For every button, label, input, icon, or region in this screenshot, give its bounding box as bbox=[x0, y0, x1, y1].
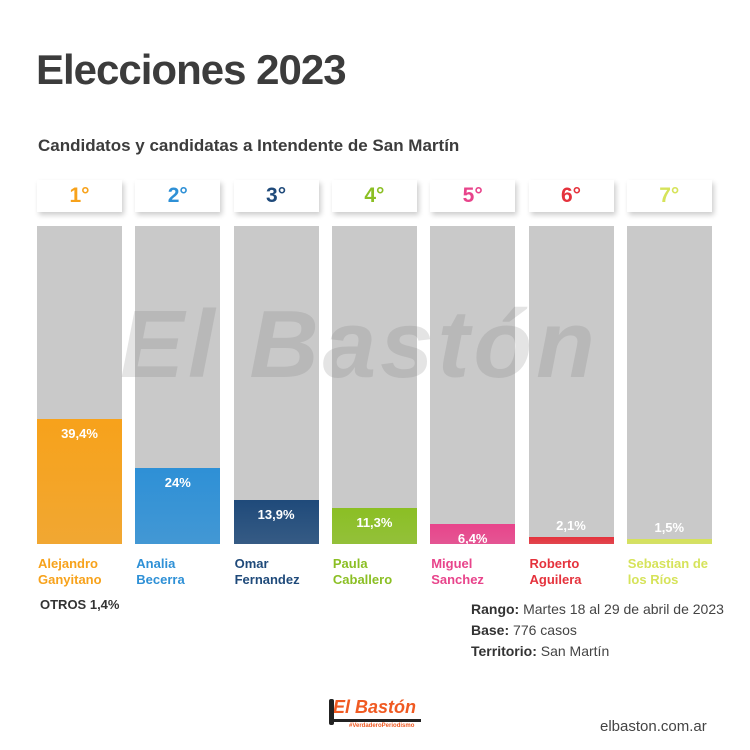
candidate-name-line: Analia bbox=[136, 556, 176, 571]
rank-badge: 2° bbox=[135, 180, 221, 212]
candidate-name: Roberto Aguilera bbox=[530, 556, 625, 588]
rank-badge: 5° bbox=[430, 180, 516, 212]
bar-track bbox=[626, 226, 712, 544]
candidate-name-line: Alejandro bbox=[38, 556, 98, 571]
bar bbox=[135, 467, 221, 544]
candidate-name: Paula Caballero bbox=[333, 556, 428, 588]
page-title: Elecciones 2023 bbox=[36, 46, 347, 93]
info-base: Base: 776 casos bbox=[471, 620, 724, 641]
candidate-name-line: Omar bbox=[234, 556, 269, 571]
info-base-value: 776 casos bbox=[513, 622, 577, 638]
candidate-name-line: los Ríos bbox=[627, 572, 679, 587]
bar-track bbox=[331, 226, 417, 544]
chart-subtitle: Candidatos y candidatas a Intendente de … bbox=[38, 136, 460, 155]
value-label: 11,3% bbox=[356, 515, 393, 531]
info-territorio: Territorio: San Martín bbox=[471, 641, 724, 662]
bar bbox=[430, 523, 516, 544]
candidate-name-line: Paula bbox=[332, 556, 368, 571]
candidate-name-line: Ganyitano bbox=[38, 572, 102, 587]
candidate-name: Alejandro Ganyitano bbox=[38, 556, 133, 588]
candidate-name-line: Sanchez bbox=[431, 572, 484, 587]
bar-track bbox=[135, 226, 221, 544]
rank-badge: 4° bbox=[331, 180, 417, 212]
bar-track bbox=[37, 226, 122, 544]
info-base-label: Base: bbox=[471, 622, 510, 638]
value-label: 24% bbox=[164, 474, 191, 490]
value-label: 39,4% bbox=[61, 425, 98, 441]
info-rango-label: Rango: bbox=[471, 601, 520, 617]
el-baston-logo: El Bastón #VerdaderoPeriodismo bbox=[329, 697, 425, 729]
candidate-name-line: Caballero bbox=[332, 572, 393, 587]
survey-info: Rango: Martes 18 al 29 de abril de 2023 … bbox=[471, 599, 724, 662]
site-url: elbaston.com.ar bbox=[600, 718, 707, 735]
value-label: 1,5% bbox=[654, 520, 685, 536]
value-label: 2,1% bbox=[556, 518, 586, 534]
candidate-name-line: Sebastian de bbox=[627, 556, 708, 571]
otros-label: OTROS 1,4% bbox=[40, 597, 120, 612]
bar-track bbox=[430, 226, 516, 544]
candidate-name-line: Aguilera bbox=[529, 572, 582, 587]
rank-badge: 7° bbox=[626, 180, 712, 212]
bar bbox=[528, 537, 614, 544]
rank-badge: 6° bbox=[528, 180, 614, 212]
logo-underline bbox=[333, 719, 421, 722]
value-label: 13,9% bbox=[257, 506, 295, 522]
candidate-name-line: Fernandez bbox=[234, 572, 300, 587]
bar bbox=[37, 418, 122, 544]
candidate-name: Analia Becerra bbox=[136, 556, 231, 588]
rank-badge: 1° bbox=[37, 180, 122, 212]
rank-badge: 3° bbox=[233, 180, 319, 212]
logo-text: El Bastón bbox=[333, 697, 417, 717]
bar-track bbox=[528, 226, 614, 544]
bar-track bbox=[233, 226, 319, 544]
bar bbox=[331, 508, 417, 544]
bar bbox=[626, 539, 712, 544]
candidate-name-line: Roberto bbox=[529, 556, 580, 571]
info-territorio-label: Territorio: bbox=[471, 643, 537, 659]
candidate-name-line: Becerra bbox=[136, 572, 185, 587]
info-rango-value: Martes 18 al 29 de abril de 2023 bbox=[523, 601, 724, 617]
candidate-name: Omar Fernandez bbox=[235, 556, 330, 588]
watermark: El Bastón bbox=[120, 291, 599, 398]
cane-icon bbox=[329, 699, 334, 725]
candidate-name: Sebastian de los Ríos bbox=[628, 556, 723, 588]
candidate-name: Miguel Sanchez bbox=[431, 556, 526, 588]
info-rango: Rango: Martes 18 al 29 de abril de 2023 bbox=[471, 599, 724, 620]
logo-tagline: #VerdaderoPeriodismo bbox=[349, 723, 415, 729]
value-label: 6,4% bbox=[457, 530, 488, 546]
info-territorio-value: San Martín bbox=[540, 643, 610, 659]
bar bbox=[233, 499, 319, 544]
candidate-name-line: Miguel bbox=[431, 556, 473, 571]
